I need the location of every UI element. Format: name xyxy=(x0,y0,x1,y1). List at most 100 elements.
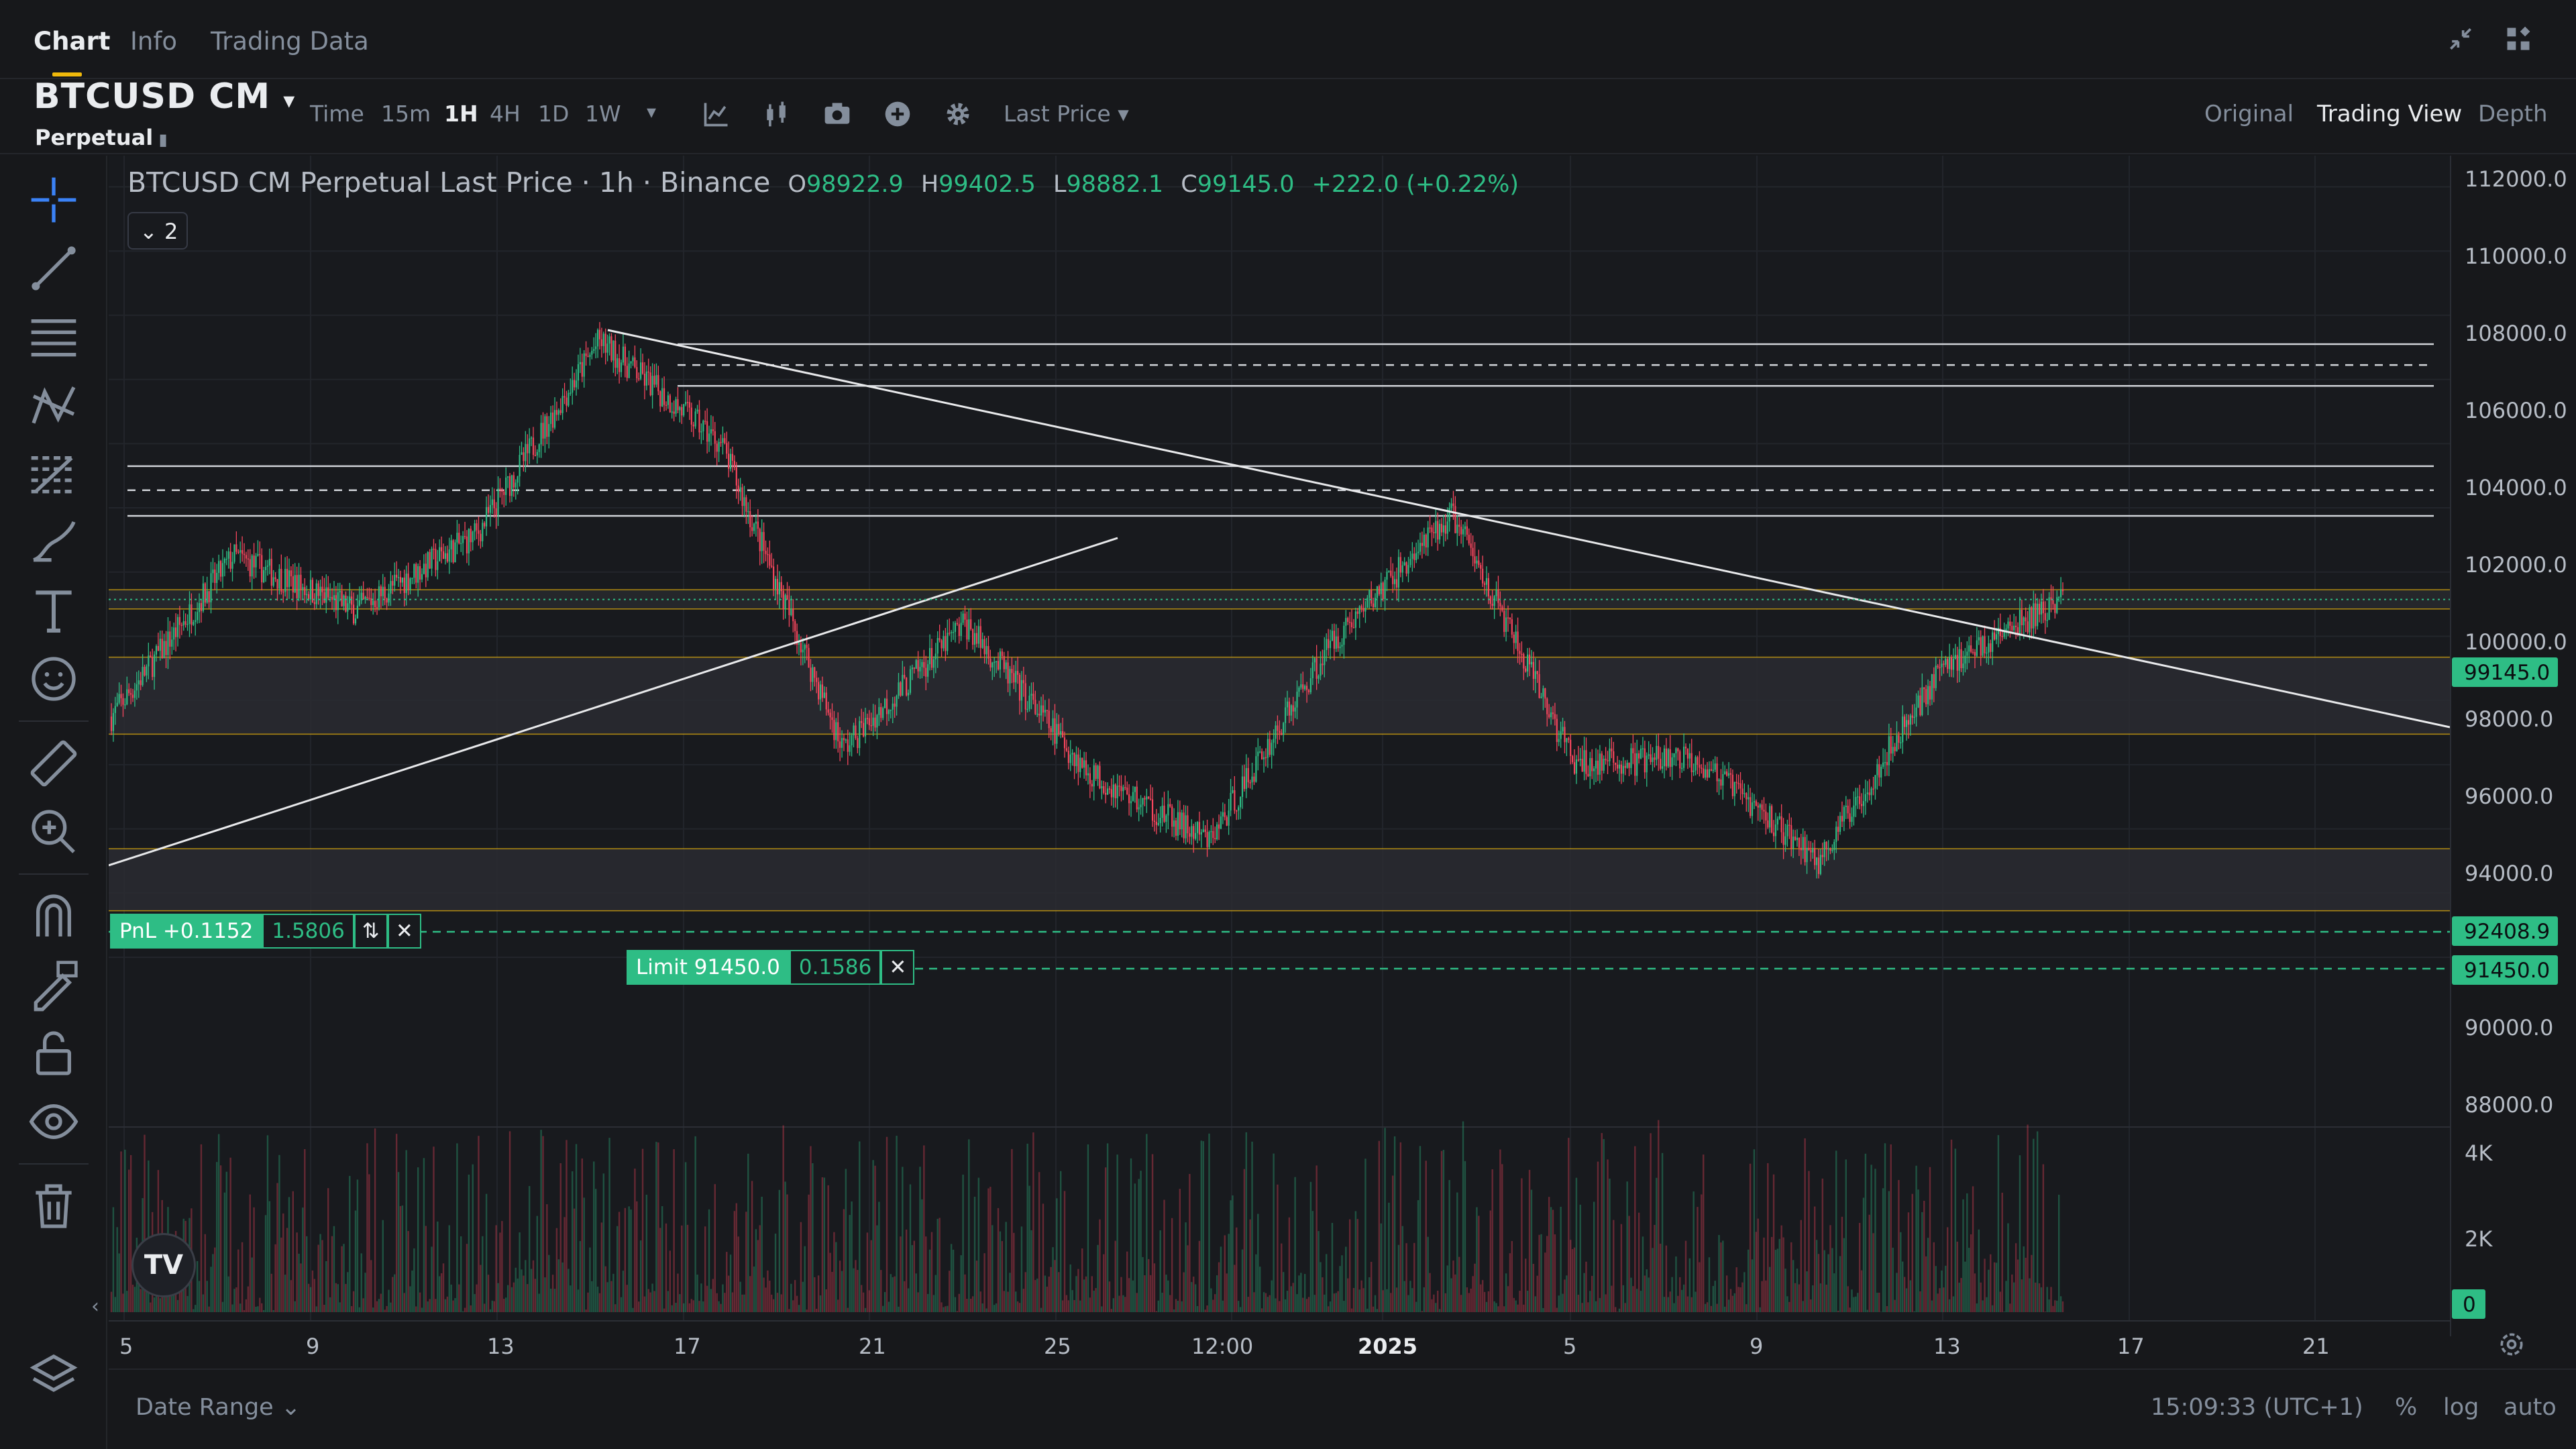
tab-trading-data[interactable]: Trading Data xyxy=(211,27,369,56)
volume-bar xyxy=(1435,1303,1437,1312)
trend-line-icon[interactable] xyxy=(27,241,80,295)
candle-body xyxy=(1281,733,1283,735)
eye-icon[interactable] xyxy=(27,1095,80,1148)
candle-body xyxy=(2027,621,2029,633)
volume-bar xyxy=(786,1194,788,1312)
ruler-icon[interactable] xyxy=(27,737,80,790)
volume-bar xyxy=(1990,1254,1992,1312)
collapse-icon[interactable] xyxy=(2446,24,2475,54)
volume-bar xyxy=(726,1252,728,1312)
log-scale-toggle[interactable]: log xyxy=(2443,1394,2479,1421)
emoji-icon[interactable] xyxy=(27,652,80,706)
lock-drawing-icon[interactable] xyxy=(27,958,80,1012)
tab-info[interactable]: Info xyxy=(130,27,178,56)
unlock-icon[interactable] xyxy=(27,1026,80,1080)
volume-bar xyxy=(356,1179,359,1312)
volume-bar xyxy=(1247,1297,1249,1312)
candle-body xyxy=(370,598,372,605)
brush-icon[interactable] xyxy=(27,515,80,569)
timeframe-time[interactable]: Time xyxy=(310,101,364,127)
candle-body xyxy=(1173,820,1175,827)
volume-bar xyxy=(1442,1150,1445,1312)
camera-icon[interactable] xyxy=(822,99,852,129)
scroll-left-icon[interactable]: ‹ xyxy=(91,1295,99,1318)
timeframe-1h[interactable]: 1H xyxy=(444,101,478,127)
volume-bar xyxy=(1616,1311,1619,1312)
volume-bar xyxy=(366,1143,368,1312)
volume-bar xyxy=(1548,1197,1550,1312)
close-position-icon[interactable]: ✕ xyxy=(387,914,421,949)
volume-bar xyxy=(1099,1219,1101,1312)
volume-bar xyxy=(1009,1273,1011,1312)
candle-body xyxy=(1210,830,1212,833)
candlestick-chart[interactable] xyxy=(108,156,2451,1320)
volume-bar xyxy=(1607,1159,1609,1312)
indicator-collapse-button[interactable]: ⌄ 2 xyxy=(127,212,188,250)
pnl-position-label[interactable]: PnL +0.1152 1.5806 ⇅ ✕ xyxy=(110,914,421,949)
magnet-icon[interactable] xyxy=(27,890,80,943)
volume-bar xyxy=(909,1184,912,1312)
volume-bar xyxy=(1997,1135,2000,1312)
candle-body xyxy=(973,633,976,645)
candle-body xyxy=(1650,754,1652,762)
candle-body xyxy=(417,566,419,583)
layout-grid-icon[interactable] xyxy=(2504,24,2533,54)
price-chart[interactable] xyxy=(108,156,2451,1336)
candle-body xyxy=(994,661,996,663)
axis-settings-icon[interactable] xyxy=(2497,1330,2526,1359)
horizontal-lines-icon[interactable] xyxy=(27,310,80,364)
view-original[interactable]: Original xyxy=(2204,101,2294,127)
volume-bar xyxy=(921,1199,923,1312)
candle-body xyxy=(159,639,161,651)
symbol-selector[interactable]: BTCUSD CM ▾ xyxy=(34,76,295,117)
volume-bar xyxy=(745,1212,747,1312)
clock-timezone[interactable]: 15:09:33 (UTC+1) xyxy=(2151,1394,2363,1421)
timeframe-15m[interactable]: 15m xyxy=(381,101,431,127)
date-range-button[interactable]: Date Range ⌄ xyxy=(136,1394,301,1421)
auto-scale-toggle[interactable]: auto xyxy=(2504,1394,2557,1421)
view-trading-view[interactable]: Trading View xyxy=(2317,101,2463,127)
price-axis[interactable]: 112000.0 110000.0 108000.0 106000.0 1040… xyxy=(2450,156,2576,1336)
cancel-order-icon[interactable]: ✕ xyxy=(881,950,915,985)
volume-bar xyxy=(1380,1223,1382,1312)
percent-scale-toggle[interactable]: % xyxy=(2395,1394,2418,1421)
add-icon[interactable] xyxy=(883,99,912,129)
volume-bar xyxy=(339,1302,341,1312)
timeframe-1d[interactable]: 1D xyxy=(538,101,570,127)
layers-icon[interactable] xyxy=(27,1350,80,1403)
candle-body xyxy=(1550,712,1552,718)
candle-body xyxy=(484,523,486,527)
price-type-selector[interactable]: Last Price ▾ xyxy=(1004,101,1129,127)
candle-body xyxy=(1284,707,1287,723)
volume-bar xyxy=(628,1206,630,1312)
volume-bar xyxy=(1407,1295,1409,1312)
trash-icon[interactable] xyxy=(27,1179,80,1233)
timeframe-1w[interactable]: 1W xyxy=(585,101,621,127)
crosshair-icon[interactable] xyxy=(27,173,80,227)
candle-body xyxy=(932,659,935,668)
volume-bar xyxy=(772,1299,775,1312)
volume-bar xyxy=(276,1183,278,1312)
fib-retracement-icon[interactable] xyxy=(27,447,80,500)
timeframe-more-icon[interactable]: ▾ xyxy=(647,101,657,123)
view-depth[interactable]: Depth xyxy=(2478,101,2548,127)
candle-body xyxy=(1990,643,1992,652)
high-key: H xyxy=(920,171,939,198)
volume-bar xyxy=(1071,1290,1073,1312)
reverse-position-icon[interactable]: ⇅ xyxy=(354,914,388,949)
volume-bar xyxy=(1710,1305,1713,1312)
tradingview-logo[interactable]: TV xyxy=(131,1233,196,1297)
candle-body xyxy=(304,587,306,596)
indicators-icon[interactable] xyxy=(702,99,731,129)
timeframe-4h[interactable]: 4H xyxy=(490,101,521,127)
pattern-tool-icon[interactable] xyxy=(27,378,80,432)
candle-type-icon[interactable] xyxy=(762,99,792,129)
tab-chart[interactable]: Chart xyxy=(34,27,111,56)
volume-bar xyxy=(1954,1148,1957,1312)
time-axis[interactable] xyxy=(109,1320,2450,1367)
text-tool-icon[interactable] xyxy=(27,584,80,637)
settings-gear-icon[interactable] xyxy=(943,99,973,129)
zoom-in-icon[interactable] xyxy=(27,805,80,859)
candle-body xyxy=(880,706,882,718)
limit-order-label[interactable]: Limit 91450.0 0.1586 ✕ xyxy=(627,950,915,985)
